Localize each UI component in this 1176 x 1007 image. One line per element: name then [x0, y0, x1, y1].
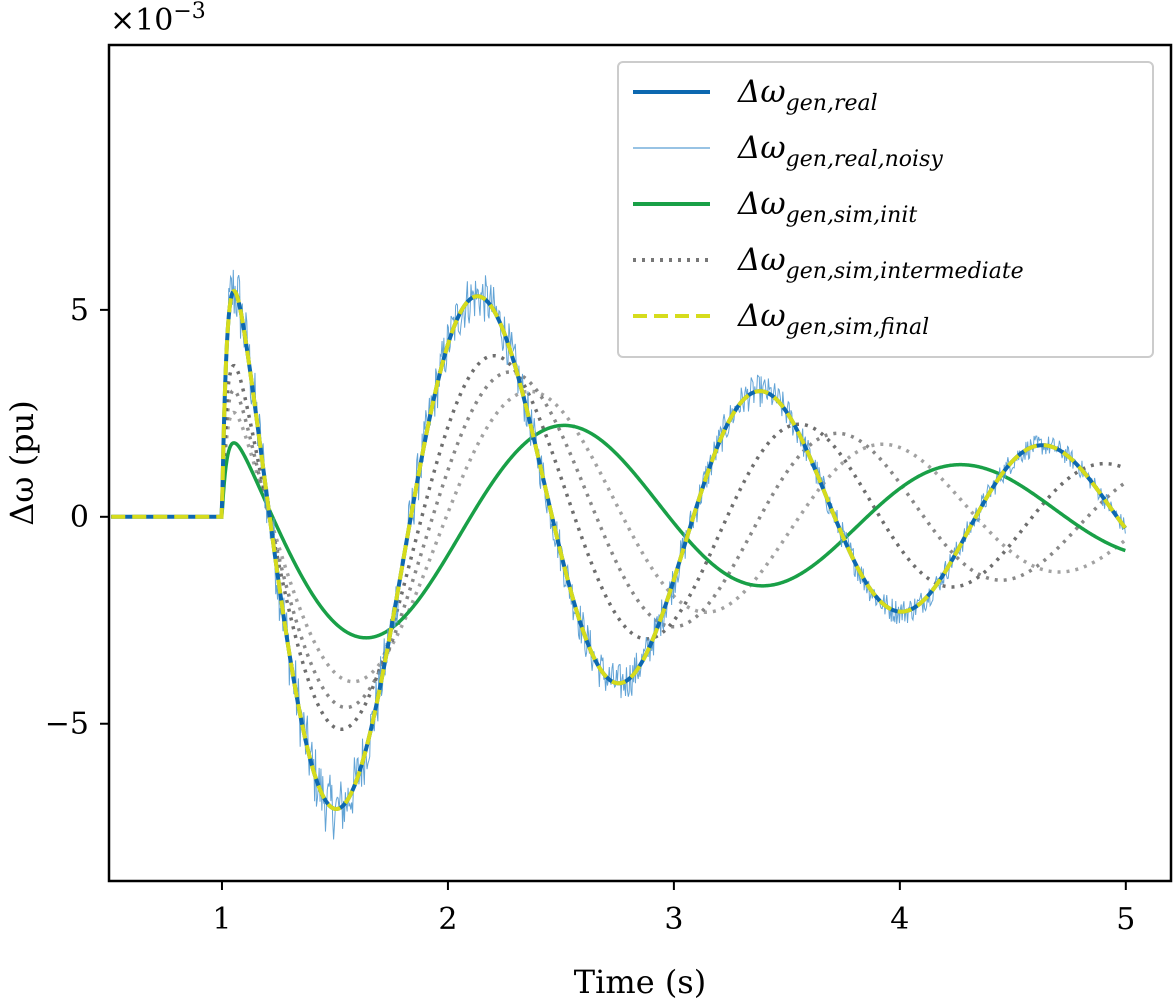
- y-tick-label: 5: [70, 293, 89, 328]
- series-intermediate-line-3: [111, 389, 1127, 684]
- series-noisy-line: [111, 269, 1126, 840]
- x-axis-label: Time (s): [574, 963, 706, 1001]
- y-tick-label: −5: [45, 707, 89, 742]
- x-tick-label: 1: [212, 902, 231, 937]
- x-tick-label: 3: [664, 902, 683, 937]
- legend-label-intermediate: Δωgen,sim,intermediate: [737, 242, 1024, 284]
- y-tick-label: 0: [70, 500, 89, 535]
- x-tick-label: 4: [890, 902, 909, 937]
- plot-frame: [107, 43, 1173, 883]
- series-intermediate-line-2: [111, 370, 1127, 710]
- series-real-line: [111, 288, 1127, 811]
- y-multiplier: ×10−3: [110, 0, 206, 38]
- legend-box: [617, 61, 1154, 358]
- plot-area: [111, 269, 1127, 840]
- legend-label-init: Δωgen,sim,init: [737, 186, 917, 228]
- legend: Δωgen,real Δωgen,real,noisy Δωgen,sim,in…: [617, 61, 1154, 358]
- axis-ticks: 1 2 3 4 5 5 0 −5: [45, 293, 1136, 937]
- legend-label-real: Δωgen,real: [737, 74, 878, 116]
- x-tick-label: 2: [438, 902, 457, 937]
- series-final-line: [111, 288, 1127, 811]
- series-init-line: [111, 423, 1126, 640]
- legend-label-noisy: Δωgen,real,noisy: [737, 130, 943, 172]
- y-axis-label: Δω (pu): [3, 400, 41, 525]
- legend-label-final: Δωgen,sim,final: [737, 298, 929, 340]
- x-tick-label: 5: [1116, 902, 1135, 937]
